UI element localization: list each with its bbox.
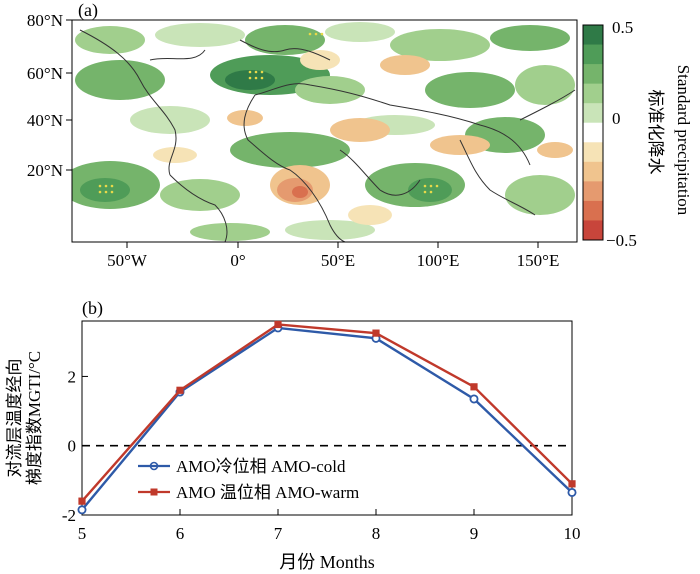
lat-tick-label: 40°N	[27, 111, 63, 130]
x-tick-label: 6	[176, 524, 185, 543]
data-point-warm	[470, 383, 478, 391]
colorbar-title-cn: 标准化降水	[646, 90, 665, 175]
lat-tick-label: 60°N	[27, 64, 63, 83]
data-point-warm	[274, 320, 282, 329]
data-point-cold	[469, 394, 479, 404]
colorbar-swatch	[583, 122, 603, 143]
x-axis: 5 6 7 8 9 10	[78, 509, 581, 543]
colorbar-title-en: Standard precipitation	[674, 65, 693, 216]
y-tick-label: -2	[62, 506, 76, 525]
colorbar-swatch	[583, 142, 603, 163]
y-axis: -2 0 2	[62, 367, 88, 525]
colorbar-swatch	[583, 44, 603, 65]
data-point-warm	[568, 480, 576, 488]
legend-marker-cold	[149, 461, 159, 471]
colorbar-swatch	[583, 25, 603, 46]
colorbar-swatch	[583, 83, 603, 104]
colorbar-tick: 0	[612, 109, 621, 128]
data-point-cold	[77, 505, 87, 515]
colorbar: 0.5 0 −0.5 标准化降水 Standard precipitation	[582, 18, 693, 250]
legend-label-cold: AMO冷位相 AMO-cold	[176, 457, 346, 476]
map-panel: (a) 80°N 60°N 40°N 20°N 50°W 0° 50°E 100°E 150°…	[27, 0, 578, 270]
lon-tick-label: 150°E	[517, 251, 560, 270]
x-tick-label: 5	[78, 524, 87, 543]
lat-tick-label: 20°N	[27, 161, 63, 180]
panel-a-label: (a)	[78, 0, 98, 21]
series-line-cold	[81, 326, 573, 511]
colorbar-swatch	[583, 103, 603, 124]
data-point-warm	[78, 497, 86, 505]
colorbar-swatch	[583, 64, 603, 85]
lon-tick-label: 0°	[230, 251, 245, 270]
legend: AMO冷位相 AMO-cold AMO 温位相 AMO-warm	[138, 457, 359, 502]
line-chart: (b) 5 6 7 8 9 10 -2 0 2 AMO冷位相 AMO-cold AMO 温位相…	[5, 298, 581, 572]
y-axis-label-line1: 对流层温度经向	[5, 359, 24, 478]
colorbar-tick: 0.5	[612, 18, 633, 37]
colorbar-frame	[582, 24, 604, 241]
colorbar-swatch	[583, 200, 603, 221]
lon-tick-label: 50°E	[321, 251, 355, 270]
colorbar-swatch	[583, 220, 603, 241]
x-tick-label: 9	[470, 524, 479, 543]
colorbar-swatch	[583, 181, 603, 202]
y-tick-label: 2	[68, 367, 77, 386]
y-axis-label-line2: 梯度指数MGTI/°C	[25, 351, 44, 485]
y-tick-label: 0	[68, 437, 77, 456]
x-tick-label: 7	[274, 524, 283, 543]
precipitation-field	[72, 22, 576, 242]
data-point-warm	[176, 386, 184, 394]
series-layer	[77, 320, 577, 515]
data-point-cold	[567, 487, 577, 497]
lat-tick-label: 80°N	[27, 11, 63, 30]
colorbar-tick: −0.5	[606, 231, 637, 250]
data-point-warm	[372, 329, 380, 337]
plot-frame	[81, 320, 573, 516]
x-tick-label: 8	[372, 524, 381, 543]
map-frame	[71, 19, 578, 243]
lon-tick-label: 100°E	[417, 251, 460, 270]
legend-marker-warm	[150, 488, 158, 496]
x-tick-label: 10	[564, 524, 581, 543]
series-line-warm	[81, 323, 573, 502]
x-axis-label: 月份 Months	[279, 552, 375, 572]
colorbar-swatch	[583, 161, 603, 182]
map-lat-axis: 80°N 60°N 40°N 20°N	[27, 11, 72, 180]
legend-label-warm: AMO 温位相 AMO-warm	[176, 483, 359, 502]
map-lon-axis: 50°W 0° 50°E 100°E 150°E	[107, 242, 559, 270]
lon-tick-label: 50°W	[107, 251, 148, 270]
panel-b-label: (b)	[82, 298, 103, 319]
